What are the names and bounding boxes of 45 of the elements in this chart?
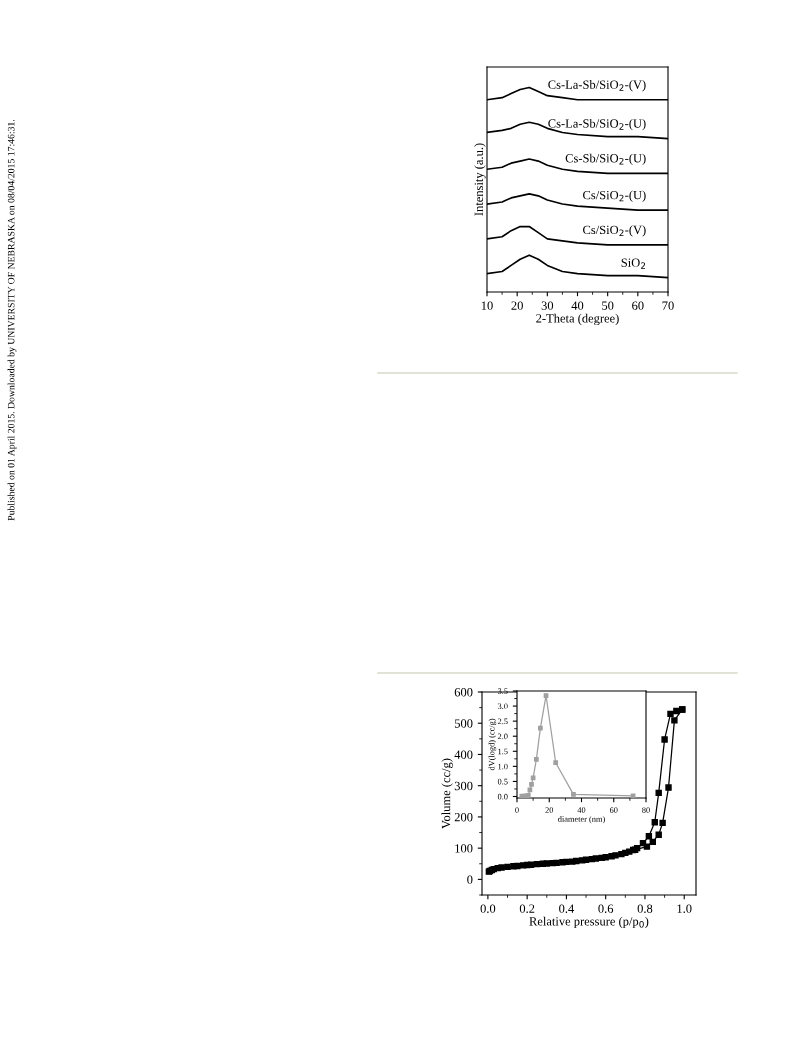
- x-tick-label: 50: [602, 301, 614, 310]
- x-tick-label: 0.2: [519, 904, 535, 913]
- y-tick-label: 300: [454, 781, 473, 791]
- x-tick-label: 20: [511, 301, 523, 310]
- y-axis-title: Volume (cc/g): [441, 758, 453, 829]
- y-axis-title: dV(logd) (cc/g): [488, 718, 497, 771]
- y-tick-label: 1.0: [498, 763, 508, 770]
- x-tick-label: 30: [541, 301, 554, 310]
- y-tick-label: 2.5: [497, 718, 508, 725]
- x-tick-label: 10: [481, 301, 493, 310]
- series-label: Cs/SiO$_{2}$-(V): [583, 225, 646, 237]
- x-tick-label: 40: [571, 301, 584, 310]
- x-tick-label: 80: [642, 807, 650, 813]
- x-tick-label: 40: [577, 807, 586, 813]
- x-axis-title: 2-Theta (degree): [536, 313, 619, 326]
- y-tick-label: 0.0: [497, 793, 508, 800]
- y-tick-label: 2.0: [497, 733, 508, 740]
- y-tick-label: 600: [454, 688, 473, 697]
- x-tick-label: 0: [515, 807, 519, 813]
- series-label: Cs-La-Sb/SiO$_{2}$-(V): [548, 80, 646, 92]
- series-label: Cs-Sb/SiO$_{2}$-(U): [565, 153, 646, 166]
- x-tick-label: 0.8: [637, 904, 653, 913]
- y-tick-label: 0: [467, 875, 473, 884]
- x-tick-label: 70: [662, 301, 674, 310]
- y-axis-title: Intensity (a.u.): [474, 143, 486, 216]
- series-label: Cs/SiO$_{2}$-(U): [583, 190, 646, 202]
- y-tick-label: 200: [454, 812, 473, 822]
- y-tick-label: 0.5: [497, 778, 508, 785]
- y-tick-label: 1.5: [498, 748, 508, 755]
- x-tick-label: 0.6: [598, 904, 614, 913]
- x-axis-title: Relative pressure (p/p$_{0}$): [529, 916, 649, 929]
- y-tick-label: 3.0: [497, 703, 508, 710]
- x-tick-label: 0.0: [480, 904, 496, 913]
- x-tick-label: 1.0: [677, 904, 692, 913]
- y-tick-label: 400: [454, 750, 473, 759]
- y-tick-label: 500: [454, 719, 473, 728]
- series-label: Cs-La-Sb/SiO$_{2}$-(U): [548, 118, 646, 131]
- x-tick-label: 60: [609, 807, 618, 813]
- y-tick-label: 100: [455, 844, 473, 853]
- x-tick-label: 60: [632, 301, 644, 310]
- text: Published on 01 April 2015. Downloaded by UNIVERSITY OF NEBRASKA on 08/04/2015 17:46:31.: [7, 119, 17, 521]
- series-label: SiO$_{2}$: [621, 258, 646, 269]
- x-tick-label: 0.4: [559, 904, 575, 913]
- x-tick-label: 20: [545, 807, 554, 813]
- x-axis-title: diameter (nm): [558, 815, 605, 824]
